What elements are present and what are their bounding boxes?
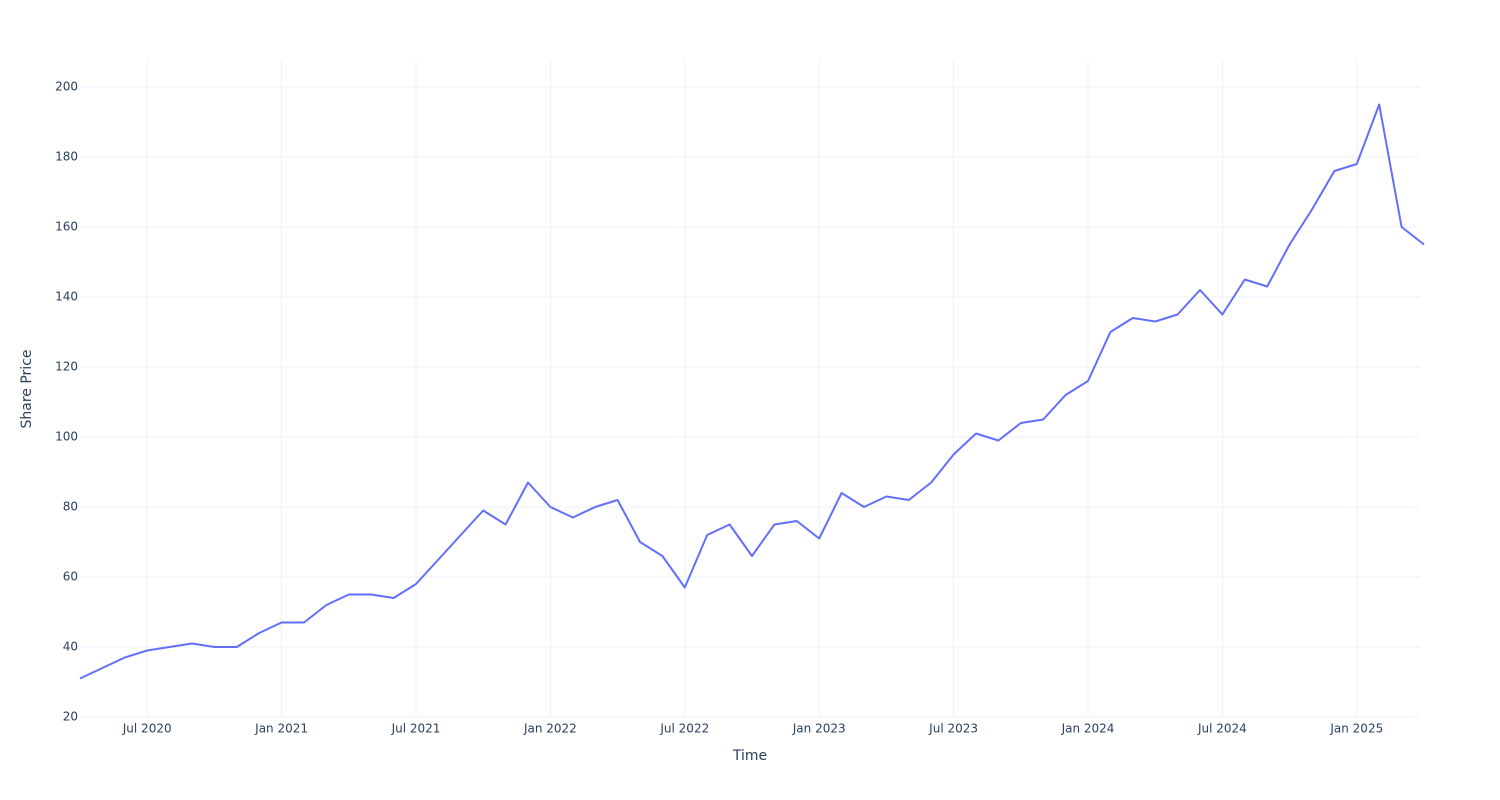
x-tick-label: Jan 2022 [523,722,577,736]
y-tick-label: 80 [63,500,78,514]
x-tick-label: Jan 2021 [254,722,308,736]
x-tick-label: Jan 2024 [1061,722,1115,736]
x-tick-label: Jul 2022 [659,722,709,736]
y-tick-label: 40 [63,640,78,654]
x-tick-label: Jul 2021 [391,722,441,736]
y-tick-label: 100 [55,430,78,444]
x-axis-title: Time [732,748,767,764]
y-axis-title: Share Price [19,349,35,428]
y-tick-label: 140 [55,290,78,304]
x-tick-label: Jan 2023 [792,722,846,736]
y-tick-label: 120 [55,360,78,374]
y-tick-label: 60 [63,570,78,584]
x-tick-label: Jul 2023 [928,722,978,736]
x-tick-label: Jul 2020 [122,722,172,736]
line [79,103,1425,680]
x-tick-label: Jul 2024 [1197,722,1247,736]
y-tick-label: 200 [55,80,78,94]
y-tick-label: 180 [55,150,78,164]
x-tick-label: Jan 2025 [1329,722,1383,736]
y-tick-label: 160 [55,220,78,234]
y-tick-label: 20 [63,710,78,724]
